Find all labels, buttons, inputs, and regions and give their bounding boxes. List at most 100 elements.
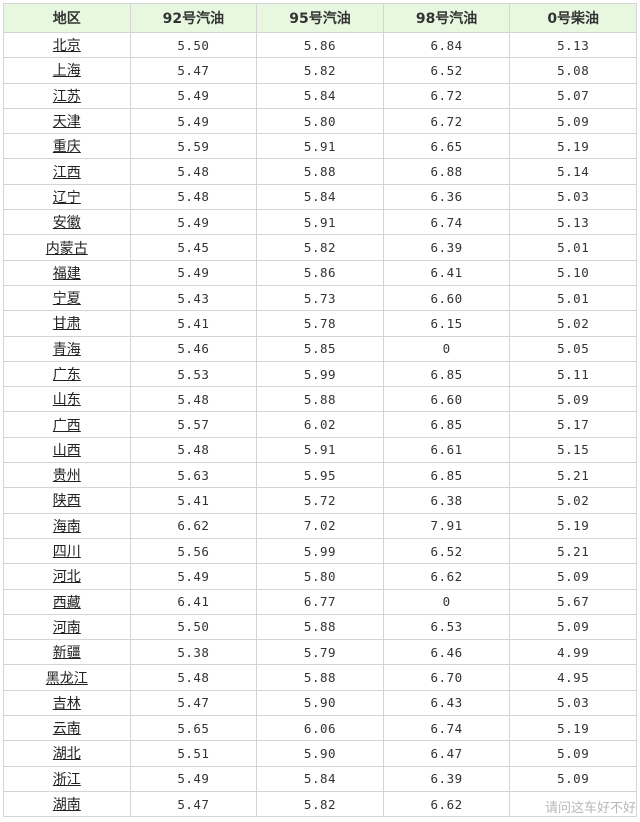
- price-cell: 5.19: [509, 715, 637, 742]
- price-cell: 5.09: [509, 386, 637, 413]
- table-row: 浙江 5.49 5.84 6.39 5.09: [3, 765, 637, 792]
- region-link[interactable]: 四川: [3, 537, 131, 565]
- table-row: 云南 5.65 6.06 6.74 5.19: [3, 715, 637, 742]
- price-cell: 6.84: [382, 31, 511, 59]
- price-cell: 5.41: [129, 487, 258, 514]
- table-row: 辽宁 5.48 5.84 6.36 5.03: [3, 183, 637, 211]
- table-row: 河南 5.50 5.88 6.53 5.09: [3, 613, 637, 641]
- column-header: 0号柴油: [509, 3, 637, 33]
- price-cell: 5.09: [509, 107, 637, 135]
- table-row: 广东 5.53 5.99 6.85 5.11: [3, 360, 637, 388]
- region-link[interactable]: 新疆: [3, 639, 131, 666]
- price-cell: 5.01: [509, 234, 637, 261]
- price-cell: 6.85: [382, 411, 511, 438]
- price-cell: 6.62: [382, 563, 511, 590]
- region-link[interactable]: 山东: [3, 386, 131, 413]
- region-link[interactable]: 宁夏: [3, 284, 131, 312]
- price-cell: 7.91: [382, 512, 511, 539]
- price-cell: 4.95: [509, 664, 637, 691]
- region-link[interactable]: 安徽: [3, 209, 131, 236]
- region-link[interactable]: 吉林: [3, 689, 131, 717]
- region-link[interactable]: 辽宁: [3, 183, 131, 211]
- price-cell: 5.47: [129, 689, 258, 717]
- price-cell: 5.13: [509, 31, 637, 59]
- region-link[interactable]: 北京: [3, 31, 131, 59]
- price-cell: 5.09: [509, 613, 637, 641]
- region-link[interactable]: 湖南: [3, 790, 131, 818]
- column-header: 95号汽油: [256, 3, 384, 33]
- table-row: 贵州 5.63 5.95 6.85 5.21: [3, 462, 637, 489]
- table-row: 山西 5.48 5.91 6.61 5.15: [3, 436, 637, 464]
- price-cell: 5.53: [129, 360, 258, 388]
- region-link[interactable]: 贵州: [3, 462, 131, 489]
- region-link[interactable]: 河北: [3, 563, 131, 590]
- header-row: 地区 92号汽油 95号汽油 98号汽油 0号柴油: [3, 3, 637, 33]
- table-row: 内蒙古 5.45 5.82 6.39 5.01: [3, 234, 637, 261]
- price-cell: 4.99: [509, 639, 637, 666]
- region-link[interactable]: 湖北: [3, 740, 131, 767]
- region-link[interactable]: 云南: [3, 715, 131, 742]
- region-link[interactable]: 重庆: [3, 133, 131, 160]
- table-row: 江西 5.48 5.88 6.88 5.14: [3, 158, 637, 185]
- price-cell: 5.19: [509, 512, 637, 539]
- price-cell: 5.21: [509, 537, 637, 565]
- price-cell: 6.46: [382, 639, 511, 666]
- price-cell: 5.72: [256, 487, 384, 514]
- price-cell: 5.49: [129, 563, 258, 590]
- price-cell: 5.38: [129, 639, 258, 666]
- price-cell: 6.02: [256, 411, 384, 438]
- price-cell: 5.43: [129, 284, 258, 312]
- region-link[interactable]: 广东: [3, 360, 131, 388]
- price-cell: 5.05: [509, 335, 637, 362]
- price-cell: 6.15: [382, 310, 511, 337]
- price-cell: 6.60: [382, 386, 511, 413]
- region-link[interactable]: 天津: [3, 107, 131, 135]
- price-cell: 5.90: [256, 740, 384, 767]
- region-link[interactable]: 河南: [3, 613, 131, 641]
- region-link[interactable]: 海南: [3, 512, 131, 539]
- price-cell: 5.48: [129, 436, 258, 464]
- price-cell: 5.49: [129, 82, 258, 109]
- region-link[interactable]: 江苏: [3, 82, 131, 109]
- price-cell: 5.99: [256, 360, 384, 388]
- region-link[interactable]: 青海: [3, 335, 131, 362]
- watermark: 请问这车好不好: [544, 801, 636, 816]
- region-link[interactable]: 浙江: [3, 765, 131, 792]
- region-link[interactable]: 西藏: [3, 588, 131, 615]
- price-cell: 6.52: [382, 537, 511, 565]
- price-cell: 5.56: [129, 537, 258, 565]
- price-cell: 5.85: [256, 335, 384, 362]
- region-link[interactable]: 山西: [3, 436, 131, 464]
- region-link[interactable]: 江西: [3, 158, 131, 185]
- price-cell: 5.08: [509, 57, 637, 84]
- price-cell: 5.84: [256, 82, 384, 109]
- price-cell: 5.86: [256, 31, 384, 59]
- price-cell: 5.57: [129, 411, 258, 438]
- price-cell: 0: [382, 335, 511, 362]
- price-cell: 5.09: [509, 563, 637, 590]
- table-row: 青海 5.46 5.85 0 5.05: [3, 335, 637, 362]
- price-cell: 5.91: [256, 436, 384, 464]
- price-cell: 6.53: [382, 613, 511, 641]
- region-link[interactable]: 福建: [3, 259, 131, 286]
- region-link[interactable]: 内蒙古: [3, 234, 131, 261]
- price-cell: 6.65: [382, 133, 511, 160]
- column-header: 92号汽油: [129, 3, 258, 33]
- price-cell: 5.48: [129, 183, 258, 211]
- price-cell: 5.02: [509, 310, 637, 337]
- region-link[interactable]: 上海: [3, 57, 131, 84]
- price-cell: 5.91: [256, 133, 384, 160]
- region-link[interactable]: 黑龙江: [3, 664, 131, 691]
- price-cell: 5.50: [129, 613, 258, 641]
- price-cell: 5.49: [129, 209, 258, 236]
- region-link[interactable]: 陕西: [3, 487, 131, 514]
- price-cell: 5.47: [129, 790, 258, 818]
- region-link[interactable]: 甘肃: [3, 310, 131, 337]
- price-cell: 5.09: [509, 765, 637, 792]
- price-cell: 5.49: [129, 259, 258, 286]
- price-cell: 5.90: [256, 689, 384, 717]
- price-cell: 5.48: [129, 664, 258, 691]
- fuel-price-table: 地区 92号汽油 95号汽油 98号汽油 0号柴油 北京 5.50 5.86 6.84 5.13…: [3, 3, 637, 818]
- region-link[interactable]: 广西: [3, 411, 131, 438]
- price-cell: 5.01: [509, 284, 637, 312]
